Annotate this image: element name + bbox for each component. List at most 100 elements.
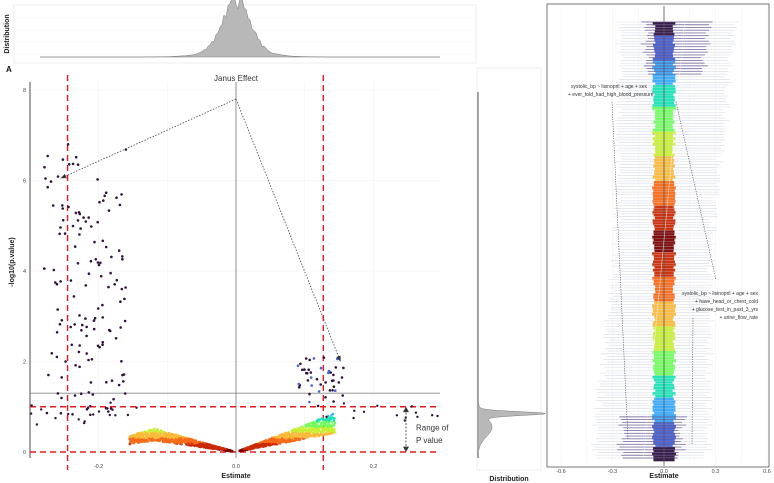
panel-a-annotations: Janus Effect Range of P value: [60, 74, 449, 452]
data-point: [89, 381, 93, 384]
data-point: [274, 442, 277, 446]
data-point: [333, 417, 336, 421]
data-point: [184, 438, 188, 442]
data-point: [99, 274, 103, 278]
range-arrowhead: [403, 446, 409, 452]
data-point: [40, 408, 43, 411]
data-point: [128, 443, 131, 446]
panel-a-ticks: -0.2 0.0 0.2 0 2 4 6 8: [23, 88, 377, 470]
panel-b-x-tick-label: 0.0: [660, 469, 668, 475]
data-point: [253, 445, 256, 448]
data-point: [132, 437, 135, 440]
data-point: [60, 396, 63, 400]
data-point: [308, 422, 311, 425]
panel-a-y-tick-label: 2: [23, 360, 26, 366]
data-point: [303, 430, 306, 433]
data-point: [61, 207, 64, 210]
data-point: [97, 263, 101, 267]
data-point: [304, 432, 307, 436]
data-point: [304, 357, 308, 360]
data-point: [90, 225, 93, 228]
data-point: [45, 411, 49, 415]
data-point: [353, 409, 356, 412]
data-point: [275, 441, 279, 444]
data-point: [78, 344, 81, 347]
data-point: [328, 418, 331, 422]
panel-a-grid: [29, 82, 440, 458]
data-point: [275, 436, 278, 439]
data-point: [61, 218, 65, 222]
data-point: [64, 360, 67, 363]
data-point: [190, 440, 194, 443]
data-point: [150, 439, 153, 442]
panel-a-points: [29, 143, 439, 453]
data-point: [85, 325, 88, 329]
data-point: [303, 368, 306, 371]
data-point: [301, 368, 304, 372]
data-point: [315, 377, 319, 381]
data-point: [316, 404, 320, 408]
data-point: [69, 279, 73, 282]
data-point: [314, 421, 317, 424]
data-point: [157, 439, 160, 442]
data-point: [337, 381, 341, 384]
data-point: [332, 423, 335, 426]
data-point: [107, 410, 110, 413]
data-point: [328, 432, 331, 436]
data-point: [328, 430, 331, 434]
data-point: [109, 271, 112, 275]
data-point: [322, 430, 326, 433]
data-point: [74, 155, 78, 159]
data-point: [121, 255, 124, 258]
data-point: [326, 425, 330, 429]
data-point: [164, 431, 167, 435]
data-point: [332, 400, 335, 403]
data-point: [342, 366, 345, 370]
data-point: [270, 437, 273, 440]
data-point: [101, 340, 104, 344]
data-point: [244, 448, 248, 451]
panel-a-reference-lines: [30, 75, 440, 470]
data-point: [101, 343, 104, 347]
data-point: [246, 446, 249, 449]
data-point: [132, 441, 135, 444]
data-point: [278, 442, 282, 445]
data-point: [334, 422, 337, 425]
data-point: [52, 268, 56, 272]
data-point: [152, 427, 156, 430]
data-point: [294, 438, 297, 441]
panel-b-ticks: -0.6 -0.3 0.0 0.3 0.6: [556, 469, 771, 475]
data-point: [104, 191, 108, 194]
data-point: [165, 438, 168, 442]
data-point: [67, 205, 70, 209]
data-point: [242, 448, 246, 451]
data-point: [268, 440, 271, 443]
top-marginal-density: [40, 0, 440, 58]
data-point: [331, 432, 334, 435]
data-point: [72, 295, 76, 298]
data-point: [89, 404, 92, 408]
data-point: [180, 437, 183, 440]
data-point: [104, 245, 108, 249]
data-point: [297, 386, 301, 389]
data-point: [169, 436, 172, 440]
data-point: [416, 415, 419, 418]
panel-b-bands: [591, 6, 739, 466]
data-point: [105, 380, 108, 384]
data-point: [86, 406, 90, 410]
data-point: [99, 261, 102, 265]
model-2-annotation: systolic_bp ~ lisinopril + age + sex: [682, 291, 759, 297]
data-point: [87, 216, 90, 219]
data-point: [101, 303, 104, 307]
data-point: [206, 446, 209, 449]
data-point: [106, 407, 109, 410]
data-point: [341, 394, 345, 397]
top-marginal-panel: Distribution: [4, 0, 477, 64]
data-point: [61, 204, 64, 207]
data-point: [326, 419, 329, 422]
data-point: [114, 337, 118, 340]
data-point: [332, 385, 336, 389]
data-point: [49, 180, 53, 183]
data-point: [304, 423, 307, 426]
data-point: [109, 407, 113, 410]
